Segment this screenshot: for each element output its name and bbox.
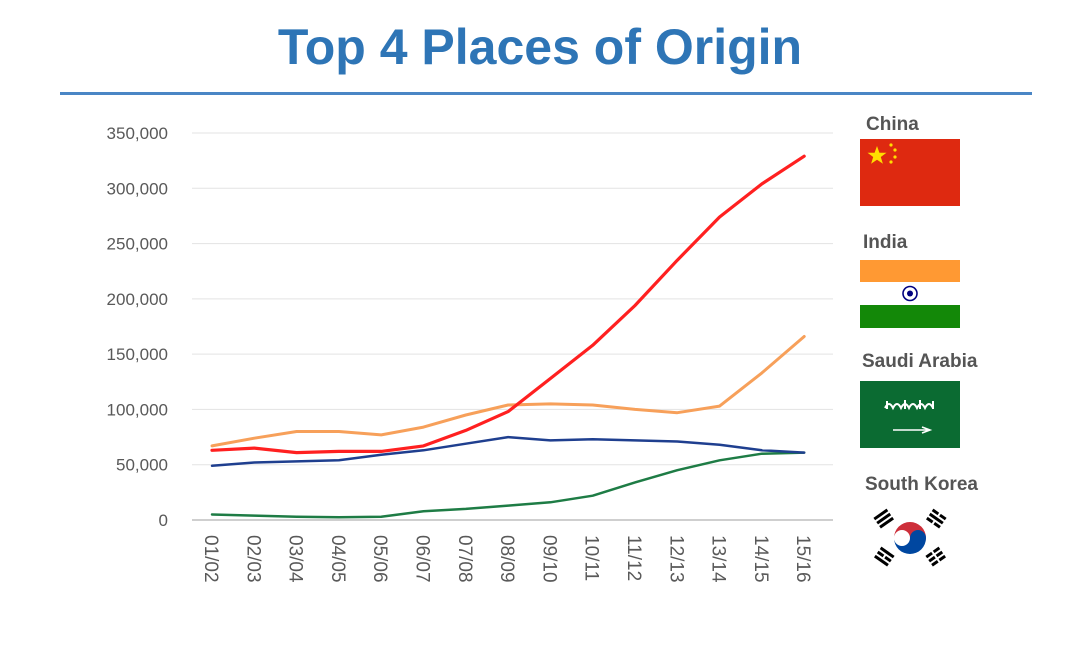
- y-tick-label: 300,000: [107, 179, 168, 198]
- x-tick-label: 09/10: [538, 535, 559, 583]
- page-title: Top 4 Places of Origin: [277, 19, 803, 75]
- series-lines: [210, 154, 806, 519]
- y-axis-ticks: 0 50,000 100,000 150,000 200,000 250,000 300,0…: [107, 124, 168, 530]
- x-tick-label: 03/04: [285, 535, 306, 583]
- x-tick-label: 08/09: [496, 535, 517, 583]
- series-line-india: [210, 335, 806, 448]
- x-tick-label: 10/11: [581, 535, 602, 581]
- x-tick-label: 07/08: [454, 535, 475, 583]
- x-axis-ticks: 01/02 02/03 03/04 04/05 05/06 06/07 07/08 08/09…: [200, 535, 813, 583]
- y-tick-label: 50,000: [116, 456, 168, 475]
- title-divider: [60, 92, 1032, 95]
- y-tick-label: 150,000: [107, 345, 168, 364]
- legend-label-india: India: [863, 232, 908, 253]
- y-tick-label: 200,000: [107, 290, 168, 309]
- series-line-saudi-arabia: [210, 451, 806, 519]
- y-tick-label: 100,000: [107, 400, 168, 419]
- x-tick-label: 01/02: [200, 535, 221, 583]
- x-tick-label: 13/14: [708, 535, 729, 583]
- y-tick-label: 0: [159, 511, 168, 530]
- x-tick-label: 11/12: [623, 535, 644, 581]
- y-tick-label: 350,000: [107, 124, 168, 143]
- series-line-south-korea: [210, 435, 806, 468]
- x-tick-label: 02/03: [242, 535, 263, 583]
- series-line-china: [210, 154, 806, 455]
- x-tick-label: 14/15: [750, 535, 771, 583]
- legend-label-saudi-arabia: Saudi Arabia: [862, 351, 978, 372]
- y-tick-label: 250,000: [107, 235, 168, 254]
- legend-label-china: China: [866, 114, 919, 135]
- china-flag-icon: [860, 139, 960, 206]
- saudi-arabia-flag-icon: [860, 381, 960, 448]
- legend-label-south-korea: South Korea: [865, 474, 978, 495]
- x-tick-label: 05/06: [369, 535, 390, 583]
- x-tick-label: 15/16: [792, 535, 813, 583]
- x-tick-label: 04/05: [327, 535, 348, 583]
- grid-lines: [192, 132, 833, 521]
- x-tick-label: 06/07: [412, 535, 433, 583]
- south-korea-flag-icon: [872, 507, 948, 569]
- india-flag-icon: [860, 260, 960, 328]
- x-tick-label: 12/13: [665, 535, 686, 583]
